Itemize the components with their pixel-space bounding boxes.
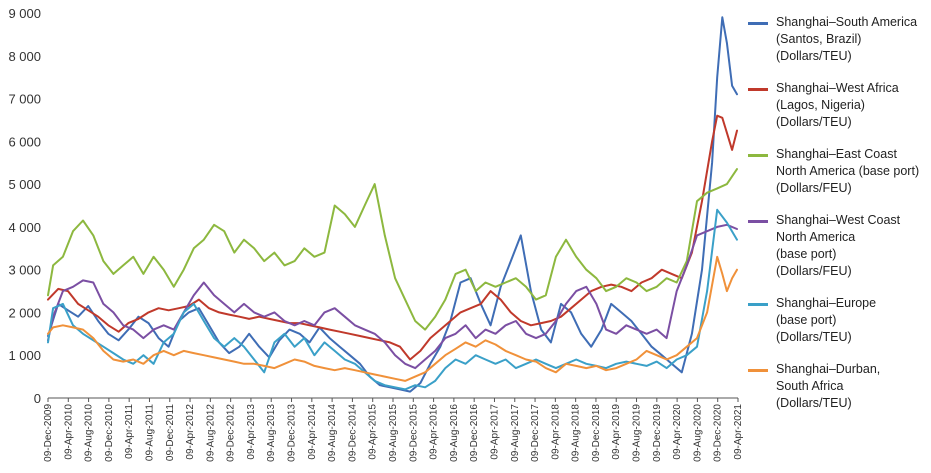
- x-tick-label: 09-Aug-2014: [327, 404, 338, 462]
- x-tick-label: 09-Dec-2019: [652, 404, 663, 462]
- legend-swatch: [748, 303, 768, 306]
- x-tick-label: 09-Aug-2019: [632, 404, 643, 462]
- x-tick-label: 09-Dec-2015: [408, 404, 419, 462]
- x-tick-label: 09-Aug-2013: [266, 404, 277, 462]
- legend-item: Shanghai–West Africa (Lagos, Nigeria) (D…: [748, 80, 930, 131]
- x-tick-label: 09-Aug-2012: [205, 404, 216, 462]
- legend-item: Shanghai–Europe (base port) (Dollars/TEU…: [748, 295, 930, 346]
- x-tick-label: 09-Dec-2017: [530, 404, 541, 462]
- y-axis-labels: 0 1 000 2 000 3 000 4 000 5 000 6 000 7 000 8 00…: [8, 6, 41, 406]
- legend-item: Shanghai–South America (Santos, Brazil) …: [748, 14, 930, 65]
- y-tick-label: 2 000: [8, 305, 41, 320]
- chart-legend: Shanghai–South America (Santos, Brazil) …: [748, 14, 930, 427]
- series-line-3: [47, 168, 738, 331]
- y-tick-label: 7 000: [8, 92, 41, 107]
- series-line-1: [47, 16, 738, 393]
- x-tick-label: 09-Apr-2013: [246, 404, 257, 460]
- legend-swatch: [748, 88, 768, 91]
- series-line-5: [47, 208, 738, 391]
- x-tick-label: 09-Aug-2011: [144, 404, 155, 462]
- series-line-6: [47, 255, 738, 382]
- x-tick-label: 09-Aug-2018: [571, 404, 582, 462]
- y-tick-label: 5 000: [8, 177, 41, 192]
- legend-item: Shanghai–East Coast North America (base …: [748, 146, 930, 197]
- x-tick-label: 09-Dec-2014: [347, 404, 358, 462]
- x-tick-label: 09-Aug-2016: [449, 404, 460, 462]
- x-tick-label: 09-Apr-2014: [307, 404, 318, 460]
- x-axis: 09-Dec-2009 09-Apr-2010 09-Aug-2010 09-Dec-…: [43, 397, 744, 462]
- x-tick-label: 09-Dec-2012: [226, 404, 237, 462]
- x-tick-label: 09-Dec-2016: [469, 404, 480, 462]
- legend-label: Shanghai–East Coast North America (base …: [776, 147, 920, 195]
- x-tick-label: 09-Apr-2017: [489, 404, 500, 460]
- legend-swatch: [748, 369, 768, 372]
- x-tick-label: 09-Apr-2015: [368, 404, 379, 460]
- series-line-4: [47, 223, 738, 370]
- x-tick-label: 09-Apr-2020: [672, 404, 683, 460]
- x-tick-label: 09-Dec-2020: [713, 404, 724, 462]
- y-tick-label: 4 000: [8, 220, 41, 235]
- legend-item: Shanghai–West Coast North America (base …: [748, 212, 930, 280]
- legend-swatch: [748, 154, 768, 157]
- x-tick-label: 09-Aug-2015: [388, 404, 399, 462]
- series-lines: [47, 16, 738, 393]
- x-tick-label: 09-Apr-2012: [185, 404, 196, 460]
- x-tick-label: 09-Aug-2020: [692, 404, 703, 462]
- x-tick-label: 09-Dec-2009: [43, 404, 54, 462]
- x-tick-label: 09-Apr-2018: [550, 404, 561, 460]
- x-tick-label: 09-Dec-2011: [165, 404, 176, 462]
- x-tick-label: 09-Apr-2019: [611, 404, 622, 460]
- x-tick-label: 09-Aug-2017: [510, 404, 521, 462]
- y-tick-label: 1 000: [8, 348, 41, 363]
- x-tick-label: 09-Dec-2018: [591, 404, 602, 462]
- legend-item: Shanghai–Durban, South Africa (Dollars/T…: [748, 361, 930, 412]
- x-tick-label: 09-Apr-2011: [124, 404, 135, 459]
- legend-swatch: [748, 22, 768, 25]
- legend-swatch: [748, 220, 768, 223]
- legend-label: Shanghai–West Africa (Lagos, Nigeria) (D…: [776, 81, 899, 129]
- x-tick-label: 09-Apr-2010: [63, 404, 74, 460]
- legend-label: Shanghai–South America (Santos, Brazil) …: [776, 15, 918, 63]
- y-tick-label: 3 000: [8, 263, 41, 278]
- x-tick-label: 09-Dec-2010: [104, 404, 115, 462]
- x-tick-label: 09-Apr-2021: [733, 404, 744, 460]
- series-line-2: [47, 114, 738, 361]
- legend-label: Shanghai–Durban, South Africa (Dollars/T…: [776, 362, 881, 410]
- y-tick-label: 0: [34, 391, 41, 406]
- y-tick-label: 9 000: [8, 6, 41, 21]
- x-tick-label: 09-Apr-2016: [429, 404, 440, 460]
- legend-label: Shanghai–West Coast North America (base …: [776, 213, 901, 278]
- legend-label: Shanghai–Europe (base port) (Dollars/TEU…: [776, 296, 877, 344]
- x-tick-label: 09-Dec-2013: [287, 404, 298, 462]
- y-tick-label: 6 000: [8, 134, 41, 149]
- x-tick-label: 09-Aug-2010: [84, 404, 95, 462]
- y-tick-label: 8 000: [8, 49, 41, 64]
